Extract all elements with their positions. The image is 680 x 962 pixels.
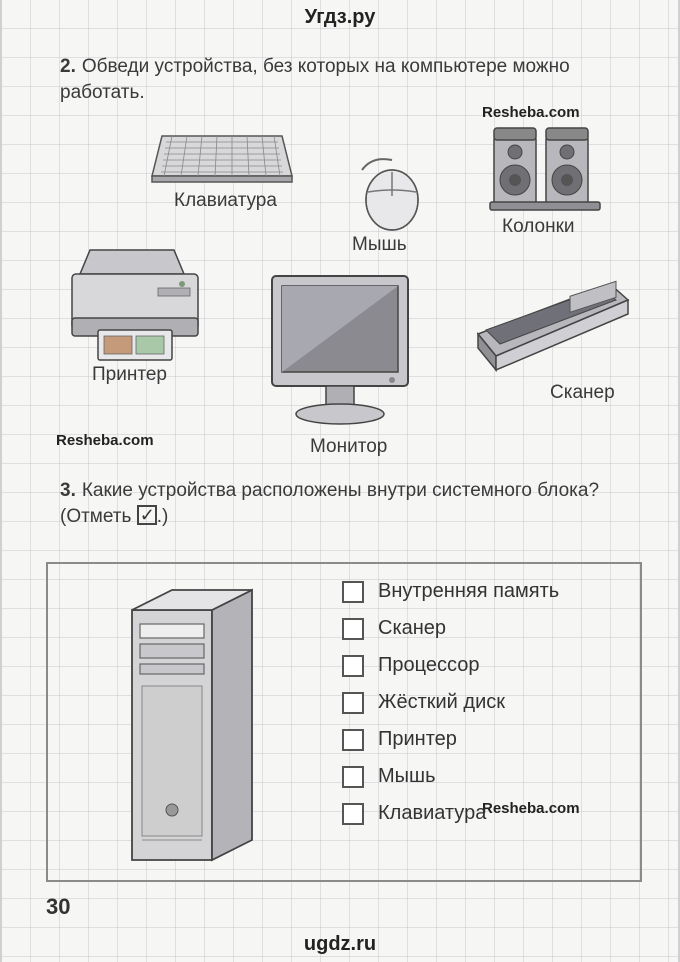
monitor-icon xyxy=(250,264,430,434)
check-label: Жёсткий диск xyxy=(378,691,505,714)
check-label: Внутренняя память xyxy=(378,580,559,603)
watermark-2: Resheba.com xyxy=(56,432,154,449)
checkbox[interactable] xyxy=(342,692,364,714)
printer-icon xyxy=(54,238,214,368)
check-row-keyboard: Клавиатура xyxy=(342,802,559,825)
check-label: Сканер xyxy=(378,617,446,640)
task-2-num: 2. xyxy=(60,56,76,77)
keyboard-label: Клавиатура xyxy=(174,190,277,212)
check-label: Мышь xyxy=(378,765,436,788)
checkbox[interactable] xyxy=(342,803,364,825)
check-row-mouse: Мышь xyxy=(342,765,559,788)
check-label: Принтер xyxy=(378,728,457,751)
checkbox[interactable] xyxy=(342,655,364,677)
printer-label: Принтер xyxy=(92,364,167,386)
checkmark-example-icon xyxy=(137,505,157,525)
check-label: Процессор xyxy=(378,654,479,677)
page-number: 30 xyxy=(46,894,70,920)
task-2: 2.Обведи устройства, без которых на комп… xyxy=(60,54,640,105)
checkbox[interactable] xyxy=(342,766,364,788)
checklist: Внутренняя память Сканер Процессор Жёстк… xyxy=(342,580,559,839)
checkbox[interactable] xyxy=(342,581,364,603)
speakers-label: Колонки xyxy=(502,216,575,238)
check-row-scanner: Сканер xyxy=(342,617,559,640)
mouse-label: Мышь xyxy=(352,234,407,256)
monitor-label: Монитор xyxy=(310,436,387,458)
mouse-icon xyxy=(342,152,432,232)
task-2-text: Обведи устройства, без которых на компью… xyxy=(60,56,570,103)
check-row-internal-memory: Внутренняя память xyxy=(342,580,559,603)
keyboard-icon xyxy=(142,126,302,188)
checkbox[interactable] xyxy=(342,618,364,640)
task-3: 3. Какие устройства расположены внутри си… xyxy=(60,478,640,529)
task-3-text-b: (Отметь xyxy=(60,506,131,527)
workbook-page: Угдз.ру 2.Обведи устройства, без которых… xyxy=(0,0,680,962)
check-row-hard-disk: Жёсткий диск xyxy=(342,691,559,714)
scanner-icon xyxy=(460,264,640,384)
check-row-printer: Принтер xyxy=(342,728,559,751)
site-footer: ugdz.ru xyxy=(304,933,376,956)
system-unit-icon xyxy=(112,580,282,870)
check-label: Клавиатура xyxy=(378,802,486,825)
scanner-label: Сканер xyxy=(550,382,615,404)
speakers-icon xyxy=(480,118,610,218)
site-header: Угдз.ру xyxy=(305,6,376,29)
task-3-text-c: .) xyxy=(157,506,169,527)
check-row-processor: Процессор xyxy=(342,654,559,677)
task-3-num: 3. xyxy=(60,480,76,501)
checkbox[interactable] xyxy=(342,729,364,751)
task-3-text-a: Какие устройства расположены внутри сист… xyxy=(82,480,599,501)
